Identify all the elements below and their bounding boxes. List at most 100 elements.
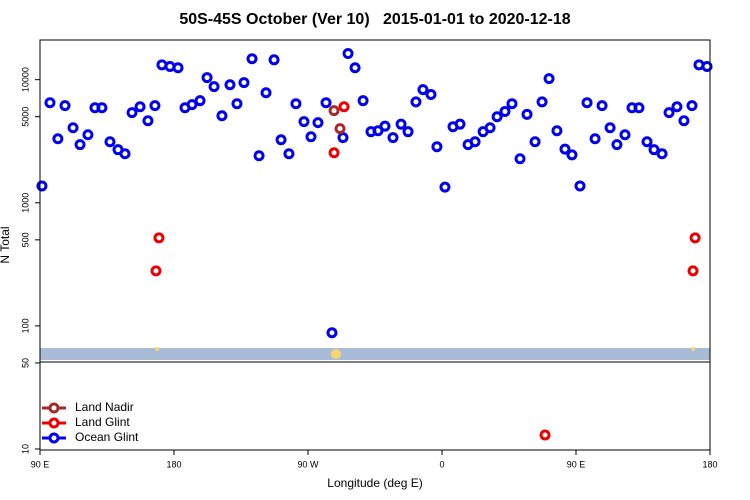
point [686,100,698,112]
point [238,77,250,89]
point [342,48,354,60]
point [246,53,258,65]
point [701,60,713,72]
point [671,101,683,113]
point [536,96,548,108]
point [431,141,443,153]
point [104,136,116,148]
point [402,126,414,138]
y-tick-label: 10000 [20,67,30,92]
point [224,79,236,91]
point [663,107,675,119]
point [326,327,338,339]
point [425,88,437,100]
point [298,116,310,128]
point [539,429,551,441]
legend-marker [48,432,60,444]
point [119,148,131,160]
legend-marker [48,402,60,414]
y-tick-label: 1000 [20,193,30,213]
point [559,143,571,155]
point [499,105,511,117]
point [469,136,481,148]
plot-frame [39,39,711,451]
point [150,265,162,277]
point [387,132,399,144]
x-axis-label: Longitude (deg E) [327,476,422,490]
point [312,117,324,129]
y-tick-label: 10 [20,444,30,454]
point [641,136,653,148]
legend-label: Land Glint [75,415,130,429]
point [52,133,64,145]
point [260,87,272,99]
point [142,115,154,127]
point [656,148,668,160]
point [305,131,317,143]
plot-area: 90 E 180 90 W 0 90 E 180 10 50 100 500 1000 5000 100… [20,48,718,469]
point [566,149,578,161]
point [619,129,631,141]
point [67,122,79,134]
point [491,111,503,123]
point [349,62,361,74]
point [172,62,184,74]
point [328,147,340,159]
point [596,100,608,112]
point [44,97,56,109]
x-tick-label: 180 [166,459,181,469]
point [201,72,213,84]
x-tick-label: 90 E [567,459,586,469]
point [59,100,71,112]
point [521,108,533,120]
point [82,129,94,141]
point [275,134,287,146]
point [454,118,466,130]
point [379,120,391,132]
point [153,232,165,244]
point [395,118,407,130]
point [320,97,332,109]
point [410,96,422,108]
point [506,98,518,110]
point [194,95,206,107]
y-tick-label: 50 [20,358,30,368]
point [417,84,429,96]
point [134,101,146,113]
point [633,102,645,114]
point [186,99,198,111]
legend-label: Ocean Glint [75,430,139,444]
point [268,54,280,66]
point [514,153,526,165]
point [678,115,690,127]
x-tick-label: 90 W [297,459,319,469]
point [689,232,701,244]
point [208,81,220,93]
point [484,122,496,134]
point [216,110,228,122]
point [357,95,369,107]
point [543,73,555,85]
point [611,139,623,151]
legend-label: Land Nadir [75,400,134,414]
y-tick-label: 5000 [20,107,30,127]
point [551,125,563,137]
point [589,133,601,145]
point [529,136,541,148]
band-markers [155,347,695,359]
land-band [40,348,710,360]
y-axis-label: N Total [0,226,12,263]
y-tick-label: 500 [20,232,30,247]
point [283,148,295,160]
point [126,107,138,119]
point [328,105,340,117]
x-tick-label: 0 [439,459,444,469]
point [149,100,161,112]
x-tick-label: 180 [702,459,717,469]
point [581,97,593,109]
point [36,180,48,192]
point [96,102,108,114]
point [439,181,451,193]
point [687,265,699,277]
